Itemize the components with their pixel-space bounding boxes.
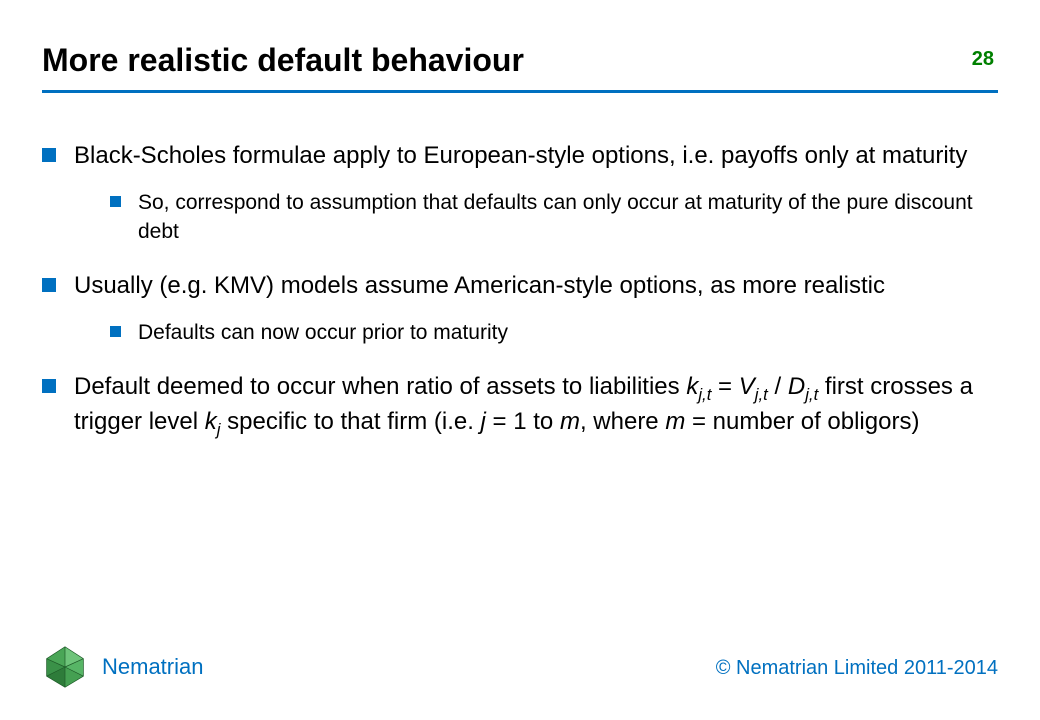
page-number: 28 bbox=[972, 48, 994, 71]
slide: More realistic default behaviour 28 Blac… bbox=[0, 0, 1040, 720]
bullet-text: Black-Scholes formulae apply to European… bbox=[74, 142, 967, 169]
bullet-text: Default deemed to occur when ratio of as… bbox=[74, 373, 973, 435]
sub-bullet-text: So, correspond to assumption that defaul… bbox=[138, 191, 973, 242]
slide-header: More realistic default behaviour bbox=[42, 42, 998, 87]
copyright-text: © Nematrian Limited 2011-2014 bbox=[716, 657, 998, 680]
sub-bullet-text: Defaults can now occur prior to maturity bbox=[138, 321, 508, 344]
bullet-item: Default deemed to occur when ratio of as… bbox=[42, 371, 990, 440]
sub-bullet-item: Defaults can now occur prior to maturity bbox=[110, 319, 990, 347]
sub-bullet-list: Defaults can now occur prior to maturity bbox=[110, 319, 990, 347]
bullet-item: Usually (e.g. KMV) models assume America… bbox=[42, 270, 990, 348]
sub-bullet-list: So, correspond to assumption that defaul… bbox=[110, 189, 990, 246]
title-divider bbox=[42, 90, 998, 93]
slide-title: More realistic default behaviour bbox=[42, 42, 998, 79]
bullet-text: Usually (e.g. KMV) models assume America… bbox=[74, 272, 885, 299]
slide-content: Black-Scholes formulae apply to European… bbox=[42, 140, 990, 465]
sub-bullet-item: So, correspond to assumption that defaul… bbox=[110, 189, 990, 246]
bullet-item: Black-Scholes formulae apply to European… bbox=[42, 140, 990, 246]
slide-footer: Nematrian © Nematrian Limited 2011-2014 bbox=[42, 642, 998, 692]
brand-logo-icon bbox=[42, 644, 88, 690]
bullet-list: Black-Scholes formulae apply to European… bbox=[42, 140, 990, 441]
brand-name: Nematrian bbox=[102, 654, 203, 680]
